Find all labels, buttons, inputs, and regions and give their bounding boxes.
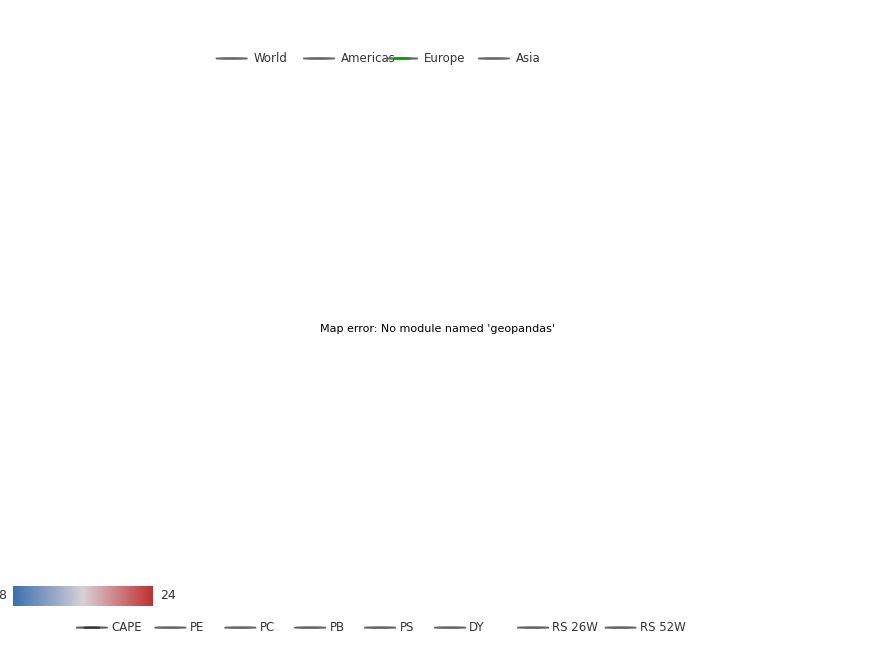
- Text: 24: 24: [160, 590, 176, 602]
- Text: RS 52W: RS 52W: [640, 621, 685, 634]
- Text: Europe: Europe: [424, 52, 465, 65]
- Text: DY: DY: [469, 621, 485, 634]
- Text: RS 26W: RS 26W: [552, 621, 598, 634]
- Text: PE: PE: [190, 621, 204, 634]
- Text: World: World: [253, 52, 288, 65]
- Text: PS: PS: [399, 621, 413, 634]
- Text: CAPE: CAPE: [111, 621, 142, 634]
- Text: PC: PC: [260, 621, 274, 634]
- Text: Asia: Asia: [516, 52, 540, 65]
- Text: PB: PB: [329, 621, 344, 634]
- Text: Map error: No module named 'geopandas': Map error: No module named 'geopandas': [320, 324, 554, 334]
- Text: Global Overview of Fundamental Valuation Ratios as of 06/30/2017.: Global Overview of Fundamental Valuation…: [7, 14, 537, 28]
- Text: Americas: Americas: [341, 52, 396, 65]
- Text: 8: 8: [0, 590, 6, 602]
